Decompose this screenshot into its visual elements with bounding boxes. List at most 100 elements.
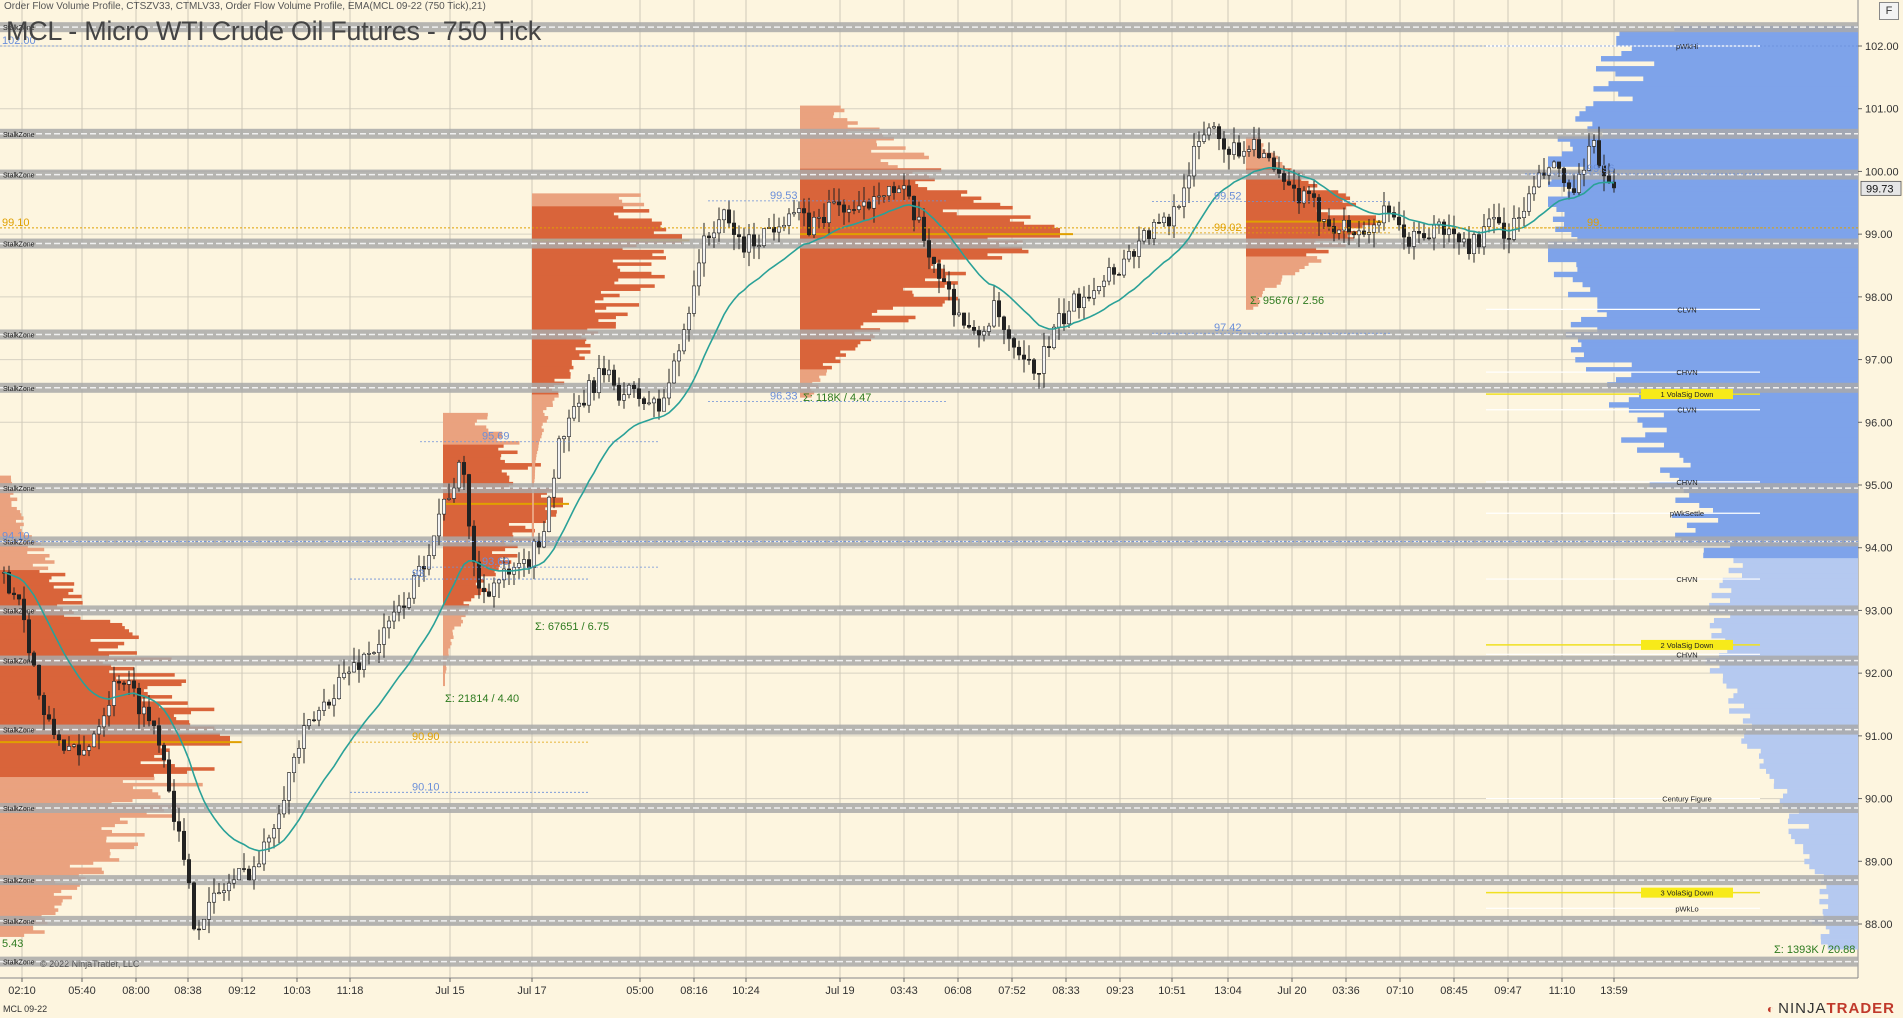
candle [1062,298,1067,331]
price-label-5: 93.69 [482,556,510,568]
candle [391,600,396,630]
candle [466,473,471,539]
candle [1172,194,1177,238]
candle [386,615,391,639]
ninjatrader-logo-icon: ◐ [1766,1002,1776,1016]
candle [731,210,736,251]
stalk-zone-9: StalkZone [0,655,1858,666]
candle [1247,145,1252,157]
candle [1267,142,1272,162]
candle [781,216,786,232]
candle [12,587,17,600]
candle [132,667,137,697]
candle [476,550,481,599]
price-label-13: 96.33 [770,391,798,403]
candle [92,730,97,748]
candle [626,383,631,399]
copyright-label: © 2022 NinjaTrader, LLC [40,959,140,969]
volume-profile-1 [443,412,569,687]
candle [671,353,676,384]
candlesticks [1,121,1617,940]
candle [1582,158,1587,187]
candle [546,495,551,533]
candle [1557,161,1562,178]
sum-label-0: Σ: 21814 / 4.40 [445,693,519,705]
time-axis[interactable]: 02:10 05:40 08:00 08:38 09:12 10:03 11:18 Jul 1… [8,978,1628,997]
candle [1532,176,1537,201]
level-8: 2 VolaSig Down [1486,639,1760,650]
candle [951,283,956,327]
price-axis[interactable]: 102.00 101.00 100.00 99.00 98.00 97.00 96.00 95… [1858,41,1902,931]
candle [1517,207,1522,232]
level-11: 3 VolaSig Down [1486,887,1760,898]
candle [7,565,12,595]
candle [301,712,306,764]
candle [816,208,821,229]
candle [706,231,711,246]
candle [771,213,776,241]
x-tick-label-24: 09:47 [1494,985,1522,997]
candle [1342,207,1347,243]
candle [1397,201,1402,231]
candle [346,666,351,686]
price-label-8: 90.10 [412,781,440,793]
x-tick-label-1: 05:40 [68,985,96,997]
candle [1492,203,1497,234]
stalk-zone-label-0: StalkZone [3,25,35,32]
candle [491,577,496,608]
candle [761,228,766,248]
level-label-10: Century Figure [1662,795,1712,804]
candle [451,477,456,503]
candle [1147,227,1152,245]
candle [446,483,451,501]
stalk-zone-label-10: StalkZone [3,728,35,735]
candle [1142,227,1147,245]
candle [1527,185,1532,216]
y-tick-label-12: 90.00 [1865,794,1893,806]
candle [107,691,112,727]
candle [1352,230,1357,239]
chart-options-button[interactable]: F [1879,2,1899,20]
stalk-zone-1: StalkZone [0,128,1858,139]
x-tick-label-13: 03:43 [890,985,918,997]
candle [956,298,961,317]
y-tick-label-1: 101.00 [1865,104,1899,116]
x-tick-label-18: 10:51 [1158,985,1186,997]
candle [281,786,286,818]
stalk-zone-6: StalkZone [0,483,1858,494]
candle [122,680,127,691]
candle [1197,131,1202,160]
stalk-zone-label-3: StalkZone [3,242,35,249]
candle [202,918,207,930]
candle [1387,202,1392,223]
candle [461,455,466,490]
candle [137,682,142,729]
level-label-7: CHVN [1676,575,1697,584]
level-3: 1 VolaSig Down [1486,389,1760,400]
candle [636,378,641,407]
candle [736,225,741,250]
candle [926,228,931,270]
candle [871,185,876,223]
candle [1187,162,1192,204]
candle [406,592,411,610]
volume-profile-4 [1246,136,1383,310]
x-tick-label-0: 02:10 [8,985,36,997]
candle [891,181,896,200]
candle [906,179,911,200]
candle [1552,160,1557,169]
candle [1192,133,1197,187]
candle [756,234,761,260]
candle [26,612,31,662]
x-tick-label-25: 11:10 [1549,985,1576,997]
candle [41,692,46,730]
level-label-2: CHVN [1676,368,1697,377]
instrument-label: MCL 09-22 [3,1004,48,1014]
candle [571,393,576,422]
candle [1602,154,1607,192]
current-price-marker: 99.73 [1860,180,1902,196]
stalk-zone-label-13: StalkZone [3,919,35,926]
candle [681,323,686,355]
candle [666,368,671,406]
